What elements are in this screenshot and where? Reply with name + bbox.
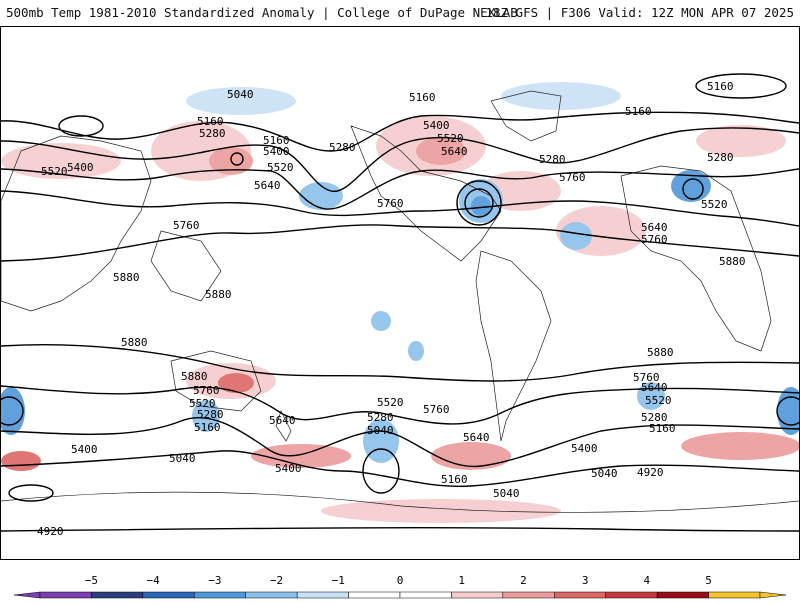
contour-label: 5040 bbox=[227, 88, 254, 101]
contour-label: 4920 bbox=[37, 525, 64, 538]
colorbar-tick-label: 5 bbox=[705, 574, 712, 587]
colorbar-tick-label: −5 bbox=[85, 574, 98, 587]
contour-label: 5760 bbox=[633, 371, 660, 384]
contour-label: 5520 bbox=[645, 394, 672, 407]
contour-label: 5280 bbox=[367, 411, 394, 424]
contour-labels: 5040 5160 5280 5400 5520 5520 5160 5280 … bbox=[37, 80, 746, 538]
contour-label: 5520 bbox=[41, 165, 68, 178]
contour-label: 5400 bbox=[275, 462, 302, 475]
colorbar-tick-label: 1 bbox=[458, 574, 465, 587]
contour-label: 5520 bbox=[267, 161, 294, 174]
contour-label: 5280 bbox=[707, 151, 734, 164]
contour-label: 5280 bbox=[539, 153, 566, 166]
contour-label: 5640 bbox=[641, 381, 668, 394]
contour-label: 5160 bbox=[263, 134, 290, 147]
contour-label: 5760 bbox=[173, 219, 200, 232]
colorbar-segment bbox=[296, 591, 349, 599]
contour-label: 5040 bbox=[367, 424, 394, 437]
colorbar-segment bbox=[348, 591, 401, 599]
contour-label: 5280 bbox=[197, 408, 224, 421]
contour-label: 5640 bbox=[441, 145, 468, 158]
contour-label: 5400 bbox=[263, 145, 290, 158]
colorbar-tick-label: −2 bbox=[270, 574, 283, 587]
colorbar-segment bbox=[91, 591, 144, 599]
map-title: 500mb Temp 1981-2010 Standardized Anomal… bbox=[6, 5, 518, 20]
colorbar-arrow-right bbox=[759, 591, 787, 599]
contour-label: 5640 bbox=[463, 431, 490, 444]
colorbar-tick-label: 0 bbox=[397, 574, 404, 587]
colorbar-segment bbox=[451, 591, 504, 599]
colorbar-tick-label: 2 bbox=[520, 574, 527, 587]
contour-label: 5400 bbox=[71, 443, 98, 456]
contour-label: 5160 bbox=[409, 91, 436, 104]
colorbar-segment bbox=[554, 591, 606, 599]
colorbar-segment bbox=[39, 591, 92, 599]
colorbar-segment bbox=[656, 591, 709, 599]
colorbar-segment bbox=[142, 591, 195, 599]
contour-label: 5520 bbox=[377, 396, 404, 409]
colorbar-segment bbox=[245, 591, 298, 599]
colorbar-tick-label: 4 bbox=[644, 574, 651, 587]
contour-label: 5760 bbox=[193, 384, 220, 397]
contour-label: 5520 bbox=[437, 132, 464, 145]
colorbar-segment bbox=[399, 591, 452, 599]
contour-label: 5160 bbox=[197, 115, 224, 128]
contour-label: 5760 bbox=[641, 233, 668, 246]
contour-label: 5880 bbox=[205, 288, 232, 301]
contour-label: 5640 bbox=[254, 179, 281, 192]
colorbar-tick-label: −1 bbox=[332, 574, 345, 587]
contour-label: 5160 bbox=[194, 421, 221, 434]
colorbar-segment bbox=[502, 591, 555, 599]
contour-label: 5760 bbox=[377, 197, 404, 210]
contour-label: 4920 bbox=[637, 466, 664, 479]
colorbar-tick-label: −3 bbox=[208, 574, 221, 587]
colorbar-tick-label: 3 bbox=[582, 574, 589, 587]
contour-label: 5760 bbox=[559, 171, 586, 184]
contour-label: 5160 bbox=[441, 473, 468, 486]
anomaly-map: 5040 5160 5280 5400 5520 5520 5160 5280 … bbox=[0, 26, 800, 560]
contour-label: 5760 bbox=[423, 403, 450, 416]
anomaly-colorbar: −5 −4 −3 −2 −1 0 1 2 3 4 5 bbox=[0, 570, 800, 600]
colorbar-segment bbox=[708, 591, 761, 599]
contour-label: 5040 bbox=[591, 467, 618, 480]
contour-label: 5880 bbox=[647, 346, 674, 359]
anomaly-shading bbox=[1, 82, 799, 523]
contour-label: 5520 bbox=[189, 397, 216, 410]
colorbar-segment bbox=[605, 591, 658, 599]
contour-label: 5880 bbox=[121, 336, 148, 349]
contour-label: 5880 bbox=[181, 370, 208, 383]
contour-label: 5040 bbox=[493, 487, 520, 500]
contour-label: 5400 bbox=[571, 442, 598, 455]
contour-label: 5160 bbox=[707, 80, 734, 93]
colorbar-arrow-left bbox=[13, 591, 41, 599]
contour-label: 5400 bbox=[423, 119, 450, 132]
contour-label: 5640 bbox=[641, 221, 668, 234]
contour-label: 5400 bbox=[67, 161, 94, 174]
coastlines bbox=[1, 90, 799, 513]
contour-label: 5280 bbox=[199, 127, 226, 140]
contour-label: 5040 bbox=[169, 452, 196, 465]
contour-label: 5280 bbox=[329, 141, 356, 154]
contour-label: 5880 bbox=[113, 271, 140, 284]
contour-label: 5160 bbox=[649, 422, 676, 435]
contour-label: 5880 bbox=[719, 255, 746, 268]
contour-label: 5280 bbox=[641, 411, 668, 424]
colorbar-segment bbox=[194, 591, 246, 599]
height-contours bbox=[1, 73, 799, 532]
contour-label: 5160 bbox=[625, 105, 652, 118]
colorbar-tick-label: −4 bbox=[147, 574, 161, 587]
contour-label: 5520 bbox=[701, 198, 728, 211]
contour-label: 5640 bbox=[269, 414, 296, 427]
model-run-info: 18Z GFS | F306 Valid: 12Z MON APR 07 202… bbox=[485, 5, 794, 20]
